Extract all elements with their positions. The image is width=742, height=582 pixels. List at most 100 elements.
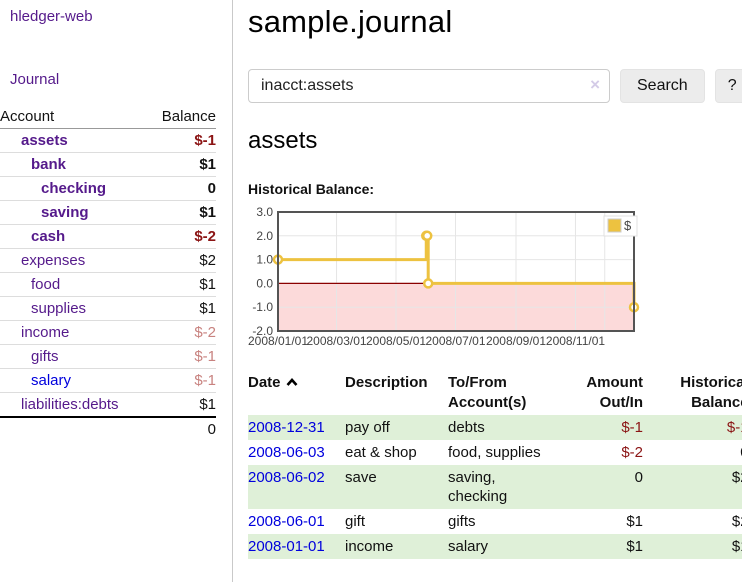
svg-text:0.0: 0.0 <box>256 276 273 290</box>
register-row: 2008-12-31 pay off debts $-1 $-1 <box>248 415 742 440</box>
sidebar-item-journal[interactable]: Journal <box>10 71 60 88</box>
account-balance: $-2 <box>148 320 216 345</box>
account-row: gifts $-1 <box>0 344 216 369</box>
account-row: income $-2 <box>0 320 216 345</box>
account-link[interactable]: expenses <box>21 252 86 269</box>
accounts-total-value: 0 <box>148 416 216 441</box>
account-row: bank $1 <box>0 152 216 177</box>
search-button[interactable]: Search <box>620 69 705 103</box>
transaction-accounts: salary <box>448 534 560 559</box>
account-balance: $-1 <box>148 368 216 393</box>
account-balance: $-2 <box>148 224 216 249</box>
account-link[interactable]: saving <box>41 204 89 221</box>
svg-text:2008/03/01: 2008/03/01 <box>306 334 366 348</box>
account-row: salary $-1 <box>0 368 216 393</box>
accounts-header-account: Account <box>0 105 149 129</box>
svg-text:-1.0: -1.0 <box>252 300 273 314</box>
account-link[interactable]: cash <box>31 228 66 245</box>
search-input[interactable] <box>248 69 610 103</box>
register-header-amount: Amount Out/In <box>586 374 643 411</box>
account-link[interactable]: gifts <box>31 348 59 365</box>
register-header-description: Description <box>345 374 428 391</box>
transaction-amount: $-2 <box>621 444 643 461</box>
transaction-accounts: saving, checking <box>448 465 560 509</box>
account-row: saving $1 <box>0 200 216 225</box>
account-balance: 0 <box>148 176 216 201</box>
account-link[interactable]: liabilities:debts <box>21 396 119 413</box>
register-row: 2008-06-03 eat & shop food, supplies $-2… <box>248 440 742 465</box>
transaction-date-link[interactable]: 2008-06-03 <box>248 444 325 461</box>
account-row: supplies $1 <box>0 296 216 321</box>
clear-search-icon[interactable]: × <box>590 75 600 94</box>
search-help-button[interactable]: ? <box>714 69 742 103</box>
account-page-title: assets <box>248 127 318 154</box>
account-balance: $1 <box>148 272 216 297</box>
svg-text:2008/01/01: 2008/01/01 <box>248 334 308 348</box>
transaction-date-link[interactable]: 2008-06-02 <box>248 469 325 486</box>
accounts-header-balance: Balance <box>148 105 216 129</box>
account-balance: $-1 <box>194 132 216 149</box>
app-title-link[interactable]: hledger-web <box>10 8 93 25</box>
transaction-balance: $-1 <box>643 415 742 440</box>
chart-label: Historical Balance: <box>248 181 375 197</box>
account-balance: $-1 <box>148 344 216 369</box>
register-header-date[interactable]: Date <box>248 371 345 415</box>
transaction-description: save <box>345 465 448 509</box>
transaction-accounts: gifts <box>448 513 476 530</box>
transaction-amount: 0 <box>560 465 643 509</box>
account-balance: $1 <box>148 296 216 321</box>
transaction-balance: 0 <box>643 440 742 465</box>
main-content: sample.journal × Search ? assets Histori… <box>233 0 742 582</box>
transaction-balance: $1 <box>643 534 742 559</box>
register-header-balance: Historical Balance <box>680 374 742 411</box>
transaction-date-link[interactable]: 2008-01-01 <box>248 538 325 555</box>
svg-text:2.0: 2.0 <box>256 229 273 243</box>
account-balance: $1 <box>148 392 216 417</box>
svg-text:2008/09/01: 2008/09/01 <box>486 334 546 348</box>
register-row: 2008-01-01 income salary $1 $1 <box>248 534 742 559</box>
accounts-total-spacer <box>0 416 149 441</box>
account-row: checking 0 <box>0 176 216 201</box>
account-balance: $2 <box>148 248 216 273</box>
transaction-description: income <box>345 534 448 559</box>
transaction-amount: $1 <box>560 534 643 559</box>
account-row: assets $-1 <box>0 129 216 153</box>
register-table: Date Description To/From Account(s) Amou… <box>248 371 742 559</box>
transaction-amount: $1 <box>626 513 643 530</box>
accounts-table: Account Balance assets $-1 bank $1 check… <box>0 105 216 441</box>
transaction-date-link[interactable]: 2008-12-31 <box>248 419 325 436</box>
account-link[interactable]: salary <box>31 372 72 389</box>
transaction-balance: $2 <box>731 513 742 530</box>
account-link[interactable]: food <box>31 276 61 293</box>
svg-text:2008/11/01: 2008/11/01 <box>546 334 605 348</box>
svg-text:2008/07/01: 2008/07/01 <box>425 334 485 348</box>
account-link[interactable]: checking <box>41 180 107 197</box>
account-row: food $1 <box>0 272 216 297</box>
transaction-description: gift <box>345 513 366 530</box>
transaction-accounts: food, supplies <box>448 444 541 461</box>
svg-text:3.0: 3.0 <box>256 205 273 219</box>
sort-ascending-icon <box>286 373 298 393</box>
account-link[interactable]: income <box>21 324 70 341</box>
transaction-description: eat & shop <box>345 444 417 461</box>
register-row: 2008-06-02 save saving, checking 0 $2 <box>248 465 742 509</box>
account-row: cash $-2 <box>0 224 216 249</box>
svg-text:-2.0: -2.0 <box>252 324 273 338</box>
account-link[interactable]: supplies <box>31 300 87 317</box>
account-link[interactable]: assets <box>21 132 68 149</box>
register-header-account: To/From Account(s) <box>448 374 527 411</box>
transaction-accounts: debts <box>448 415 560 440</box>
svg-text:2008/05/01: 2008/05/01 <box>366 334 426 348</box>
svg-text:$: $ <box>624 218 632 233</box>
transaction-date-link[interactable]: 2008-06-01 <box>248 513 325 530</box>
account-balance: $1 <box>148 152 216 177</box>
sidebar: hledger-web Journal Account Balance asse… <box>0 0 233 582</box>
account-balance: $1 <box>148 200 216 225</box>
accounts-total-row: 0 <box>0 416 216 441</box>
page-title: sample.journal <box>248 4 453 39</box>
account-row: liabilities:debts $1 <box>0 392 216 417</box>
historical-balance-chart: 3.0 2.0 1.0 0.0 -1.0 -2.0 2008/01/01 2008/03/01… <box>248 205 742 349</box>
search-form: × Search ? <box>248 69 742 103</box>
account-link[interactable]: bank <box>31 156 67 173</box>
register-row: 2008-06-01 gift gifts $1 $2 <box>248 509 742 534</box>
